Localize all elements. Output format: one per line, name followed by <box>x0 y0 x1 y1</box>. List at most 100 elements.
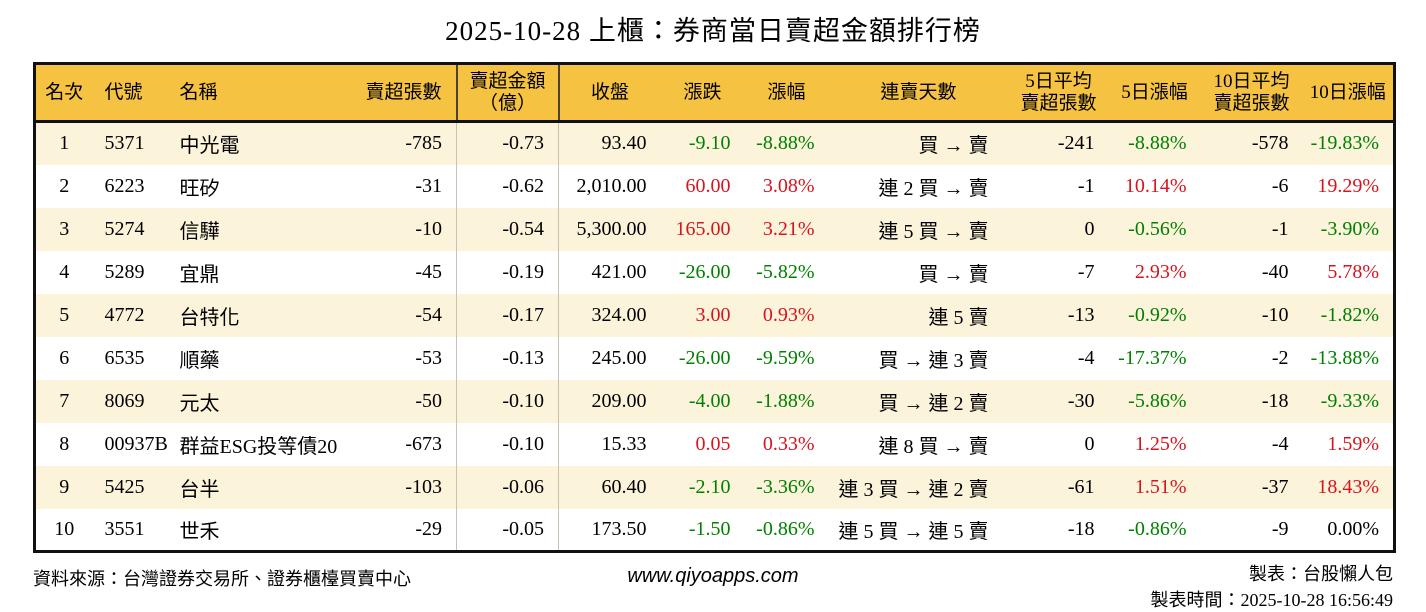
cell: -1 <box>1077 174 1095 197</box>
cell: 5289 <box>104 260 145 283</box>
cell: 5274 <box>104 217 145 240</box>
table-row: 8 00937B 群益ESG投等債20 -673 -0.10 15.33 0.05 0.33%… <box>34 422 1395 466</box>
cell: -26.00 <box>678 260 731 283</box>
cell: 7 <box>59 389 70 412</box>
data-source-note: 資料來源：台灣證券交易所、證券櫃檯買賣中心 <box>33 569 411 589</box>
cell: -0.17 <box>456 293 559 337</box>
cell: 元太 <box>179 392 220 415</box>
cell: 宜鼎 <box>179 263 220 286</box>
cell: 買 → 賣 <box>918 135 989 158</box>
cell: 中光電 <box>179 135 240 158</box>
cell: 5,300.00 <box>576 217 647 240</box>
cell: -3.90% <box>1320 217 1379 240</box>
cell: 台半 <box>179 478 220 501</box>
cell: -8.88% <box>1128 132 1187 155</box>
cell: 3.08% <box>762 174 815 197</box>
cell: -37 <box>1261 475 1289 498</box>
cell: 連 5 賣 <box>928 306 989 329</box>
table-row: 4 5289 宜鼎 -45 -0.19 421.00 -26.00 -5.82% 買 → 賣 -7… <box>34 250 1395 294</box>
table-row: 7 8069 元太 -50 -0.10 209.00 -4.00 -1.88% 買 → 連 2 … <box>34 379 1395 423</box>
cell: -53 <box>415 346 442 369</box>
cell: -13 <box>1067 303 1095 326</box>
footer: 資料來源：台灣證券交易所、證券櫃檯買賣中心 www.qiyoapps.com 製… <box>0 553 1426 612</box>
cell: 1.25% <box>1134 432 1187 455</box>
cell: -9 <box>1271 517 1289 540</box>
table-row: 5 4772 台特化 -54 -0.17 324.00 3.00 0.93% 連 5 賣 -13 -… <box>34 293 1395 337</box>
table-header: 名次 代號 名稱 賣超張數 賣超金額 （億） 收盤 漲跌 漲幅 連賣天數 5日平均 賣超張數 5日漲… <box>34 63 1395 123</box>
cell: -7 <box>1077 260 1095 283</box>
cell: -29 <box>415 517 442 540</box>
cell: 5425 <box>104 475 145 498</box>
maker-note: 製表：台股懶人包 <box>1249 564 1393 584</box>
ranking-table: 名次 代號 名稱 賣超張數 賣超金額 （億） 收盤 漲跌 漲幅 連賣天數 5日平均 賣超張數 5日漲… <box>33 62 1396 553</box>
cell: -50 <box>415 389 442 412</box>
cell: 連 3 買 → 連 2 賣 <box>838 478 989 501</box>
cell: -10 <box>1261 303 1289 326</box>
cell: 台特化 <box>179 306 240 329</box>
table-row: 6 6535 順藥 -53 -0.13 245.00 -26.00 -9.59% 買 → 連 3… <box>34 336 1395 380</box>
cell: -4 <box>1271 432 1289 455</box>
column-header-2: 代號 <box>92 63 166 123</box>
cell: 209.00 <box>591 389 647 412</box>
cell: 245.00 <box>591 346 647 369</box>
table-body: 1 5371 中光電 -785 -0.73 93.40 -9.10 -8.88% 買 → 賣 -2… <box>34 121 1395 552</box>
cell: 5.78% <box>1327 260 1379 283</box>
column-header-1: 名次 <box>34 63 93 123</box>
cell: 連 2 買 → 賣 <box>878 177 989 200</box>
cell: 10.14% <box>1124 174 1187 197</box>
cell: -0.19 <box>456 250 559 294</box>
cell: 買 → 連 3 賣 <box>878 349 989 372</box>
cell: 連 5 買 → 賣 <box>878 220 989 243</box>
column-header-9: 連賣天數 <box>828 63 1009 123</box>
cell: 0.00% <box>1327 517 1379 540</box>
cell: 0 <box>1084 432 1095 455</box>
column-header-13: 10日漲幅 <box>1302 63 1395 123</box>
cell: -103 <box>405 475 442 498</box>
cell: 順藥 <box>179 349 220 372</box>
cell: -5.86% <box>1128 389 1187 412</box>
cell: -0.06 <box>456 465 559 509</box>
cell: 0.05 <box>695 432 731 455</box>
cell: 8 <box>59 432 70 455</box>
cell: 2 <box>59 174 70 197</box>
cell: -4.00 <box>688 389 731 412</box>
column-header-12: 10日平均 賣超張數 <box>1200 63 1303 123</box>
cell: 6 <box>59 346 70 369</box>
cell: -673 <box>405 432 442 455</box>
column-header-11: 5日漲幅 <box>1108 63 1201 123</box>
cell: 6535 <box>104 346 145 369</box>
cell: 連 8 買 → 賣 <box>878 435 989 458</box>
cell: 10 <box>54 517 75 540</box>
cell: -0.73 <box>456 121 559 165</box>
column-header-6: 收盤 <box>558 63 661 123</box>
cell: -19.83% <box>1310 132 1379 155</box>
column-header-3: 名稱 <box>165 63 344 123</box>
cell: -241 <box>1057 132 1095 155</box>
column-header-7: 漲跌 <box>660 63 745 123</box>
page-title: 2025-10-28 上櫃：券商當日賣超金額排行榜 <box>445 16 981 46</box>
cell: 60.00 <box>685 174 731 197</box>
cell: 信驊 <box>179 220 220 243</box>
cell: -0.10 <box>456 422 559 466</box>
cell: 旺矽 <box>179 177 220 200</box>
cell: 世禾 <box>179 520 220 543</box>
cell: -3.36% <box>756 475 815 498</box>
cell: -0.62 <box>456 164 559 208</box>
cell: 3.00 <box>695 303 731 326</box>
cell: 3 <box>59 217 70 240</box>
column-header-4: 賣超張數 <box>343 63 457 123</box>
cell: 0.93% <box>762 303 815 326</box>
cell: -31 <box>415 174 442 197</box>
cell: 93.40 <box>601 132 647 155</box>
credits: 製表：台股懶人包 製表時間：2025-10-28 16:56:49 <box>799 561 1394 612</box>
cell: -0.05 <box>456 508 559 552</box>
cell: -17.37% <box>1118 346 1187 369</box>
cell: 324.00 <box>591 303 647 326</box>
cell: -54 <box>415 303 442 326</box>
cell: 421.00 <box>591 260 647 283</box>
generated-at-note: 製表時間：2025-10-28 16:56:49 <box>1150 590 1394 610</box>
cell: 5 <box>59 303 70 326</box>
cell: -5.82% <box>756 260 815 283</box>
cell: -1 <box>1271 217 1289 240</box>
